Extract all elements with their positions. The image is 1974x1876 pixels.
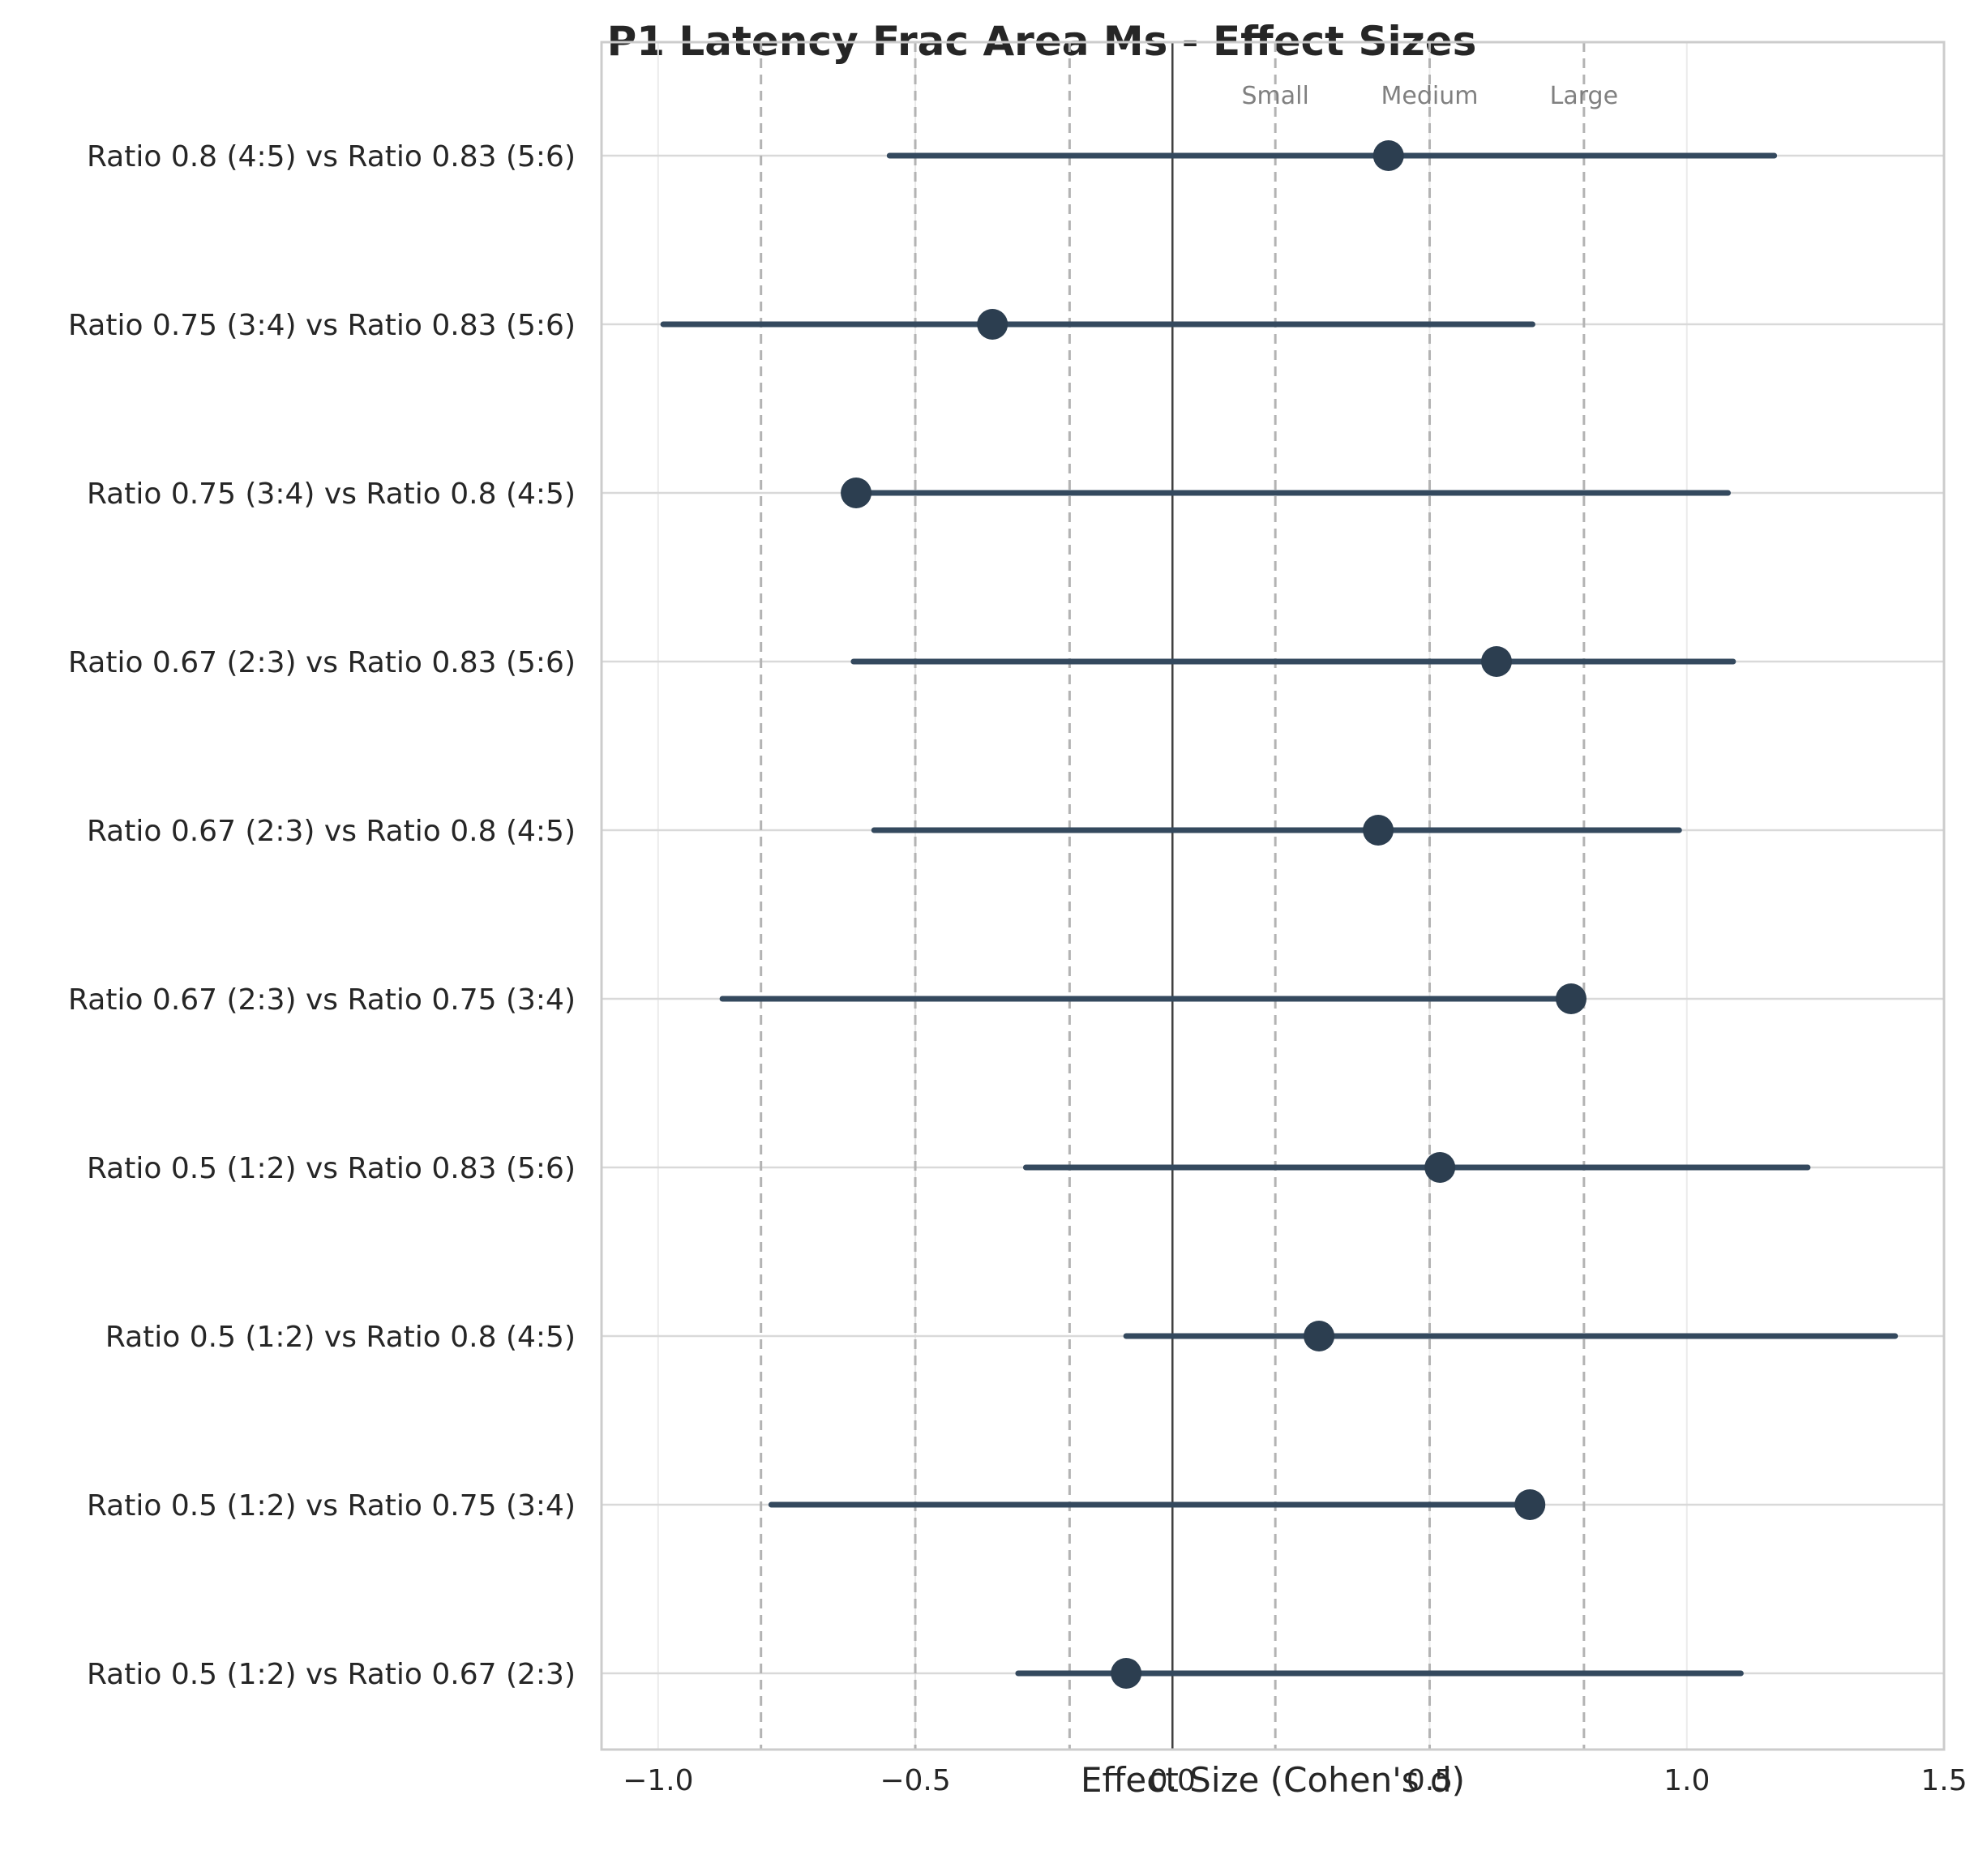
effect-size-point: [841, 478, 872, 508]
effect-size-point: [1111, 1658, 1142, 1689]
x-axis-label: Effect Size (Cohen's d): [1081, 1760, 1465, 1800]
y-tick-label: Ratio 0.5 (1:2) vs Ratio 0.67 (2:3): [87, 1658, 576, 1691]
effect-size-point: [1363, 815, 1394, 846]
x-tick-label: −1.0: [623, 1764, 693, 1797]
effect-size-point: [1514, 1489, 1546, 1520]
effect-size-point: [1481, 646, 1512, 677]
threshold-label-small: Small: [1242, 82, 1309, 110]
y-tick-label: Ratio 0.5 (1:2) vs Ratio 0.75 (3:4): [87, 1489, 576, 1523]
x-tick-label: 1.5: [1920, 1764, 1967, 1797]
y-tick-label: Ratio 0.67 (2:3) vs Ratio 0.8 (4:5): [87, 815, 576, 848]
y-tick-label: Ratio 0.75 (3:4) vs Ratio 0.83 (5:6): [68, 309, 576, 342]
y-tick-label: Ratio 0.75 (3:4) vs Ratio 0.8 (4:5): [87, 478, 576, 511]
effect-size-point: [1424, 1152, 1456, 1183]
y-tick-label: Ratio 0.5 (1:2) vs Ratio 0.8 (4:5): [105, 1321, 576, 1354]
x-tick-label: 1.0: [1664, 1764, 1710, 1797]
x-tick-label: 0.5: [1407, 1764, 1453, 1797]
threshold-label-large: Large: [1550, 82, 1618, 110]
effect-size-point: [1372, 140, 1404, 171]
y-tick-label: Ratio 0.67 (2:3) vs Ratio 0.83 (5:6): [68, 646, 576, 679]
threshold-label-medium: Medium: [1381, 82, 1479, 110]
x-tick-label: 0.0: [1150, 1764, 1196, 1797]
effect-size-point: [977, 309, 1008, 340]
effect-size-point: [1304, 1321, 1335, 1351]
effect-size-point: [1556, 983, 1586, 1014]
y-tick-label: Ratio 0.5 (1:2) vs Ratio 0.83 (5:6): [87, 1152, 576, 1185]
plot-area: Small Medium Large Ratio 0.8 (4:5) vs Ratio…: [68, 41, 1968, 1797]
x-tick-label: −0.5: [880, 1764, 950, 1797]
y-tick-label: Ratio 0.67 (2:3) vs Ratio 0.75 (3:4): [68, 983, 576, 1017]
plot-frame: [600, 41, 1946, 1751]
y-tick-label: Ratio 0.8 (4:5) vs Ratio 0.83 (5:6): [87, 140, 576, 173]
